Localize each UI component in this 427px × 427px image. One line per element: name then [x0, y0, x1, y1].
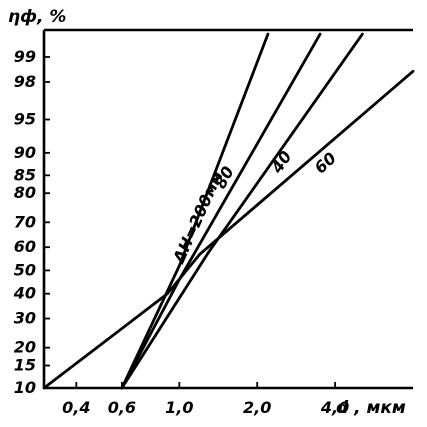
y-tick-label: 99 — [14, 47, 36, 66]
y-tick-label: 10 — [14, 378, 36, 397]
x-tick-label: 1,0 — [165, 398, 193, 417]
x-tick-label: 0,6 — [108, 398, 136, 417]
y-tick-label: 15 — [14, 356, 36, 375]
y-tick-label: 50 — [14, 260, 36, 279]
y-tick-label: 98 — [14, 72, 36, 91]
series-line-4 — [42, 69, 415, 390]
y-tick-label: 95 — [14, 110, 36, 129]
y-tick-label: 85 — [14, 165, 36, 184]
series-line-3 — [120, 32, 364, 390]
series-line-1 — [120, 32, 270, 390]
y-tick-label: 40 — [13, 284, 36, 303]
x-axis-label: d , мкм — [336, 398, 406, 418]
x-tick-label: 2,0 — [243, 398, 271, 417]
x-tick-label: 0,4 — [62, 398, 90, 417]
series-line-2 — [120, 32, 322, 390]
y-tick-label: 80 — [14, 183, 36, 202]
y-tick-label: 60 — [14, 237, 36, 256]
x-tick-label: 4,0 — [320, 398, 349, 417]
y-tick-label: 70 — [14, 212, 36, 231]
y-tick-label: 90 — [14, 143, 36, 162]
y-tick-label: 30 — [14, 309, 36, 328]
y-axis-label: ηф, % — [8, 7, 66, 27]
series-label-4: 60 — [311, 148, 340, 177]
y-tick-label: 20 — [14, 338, 36, 357]
labels-layer: ηф, % d , мкм — [8, 7, 406, 418]
series-label-3: 40 — [267, 147, 296, 177]
